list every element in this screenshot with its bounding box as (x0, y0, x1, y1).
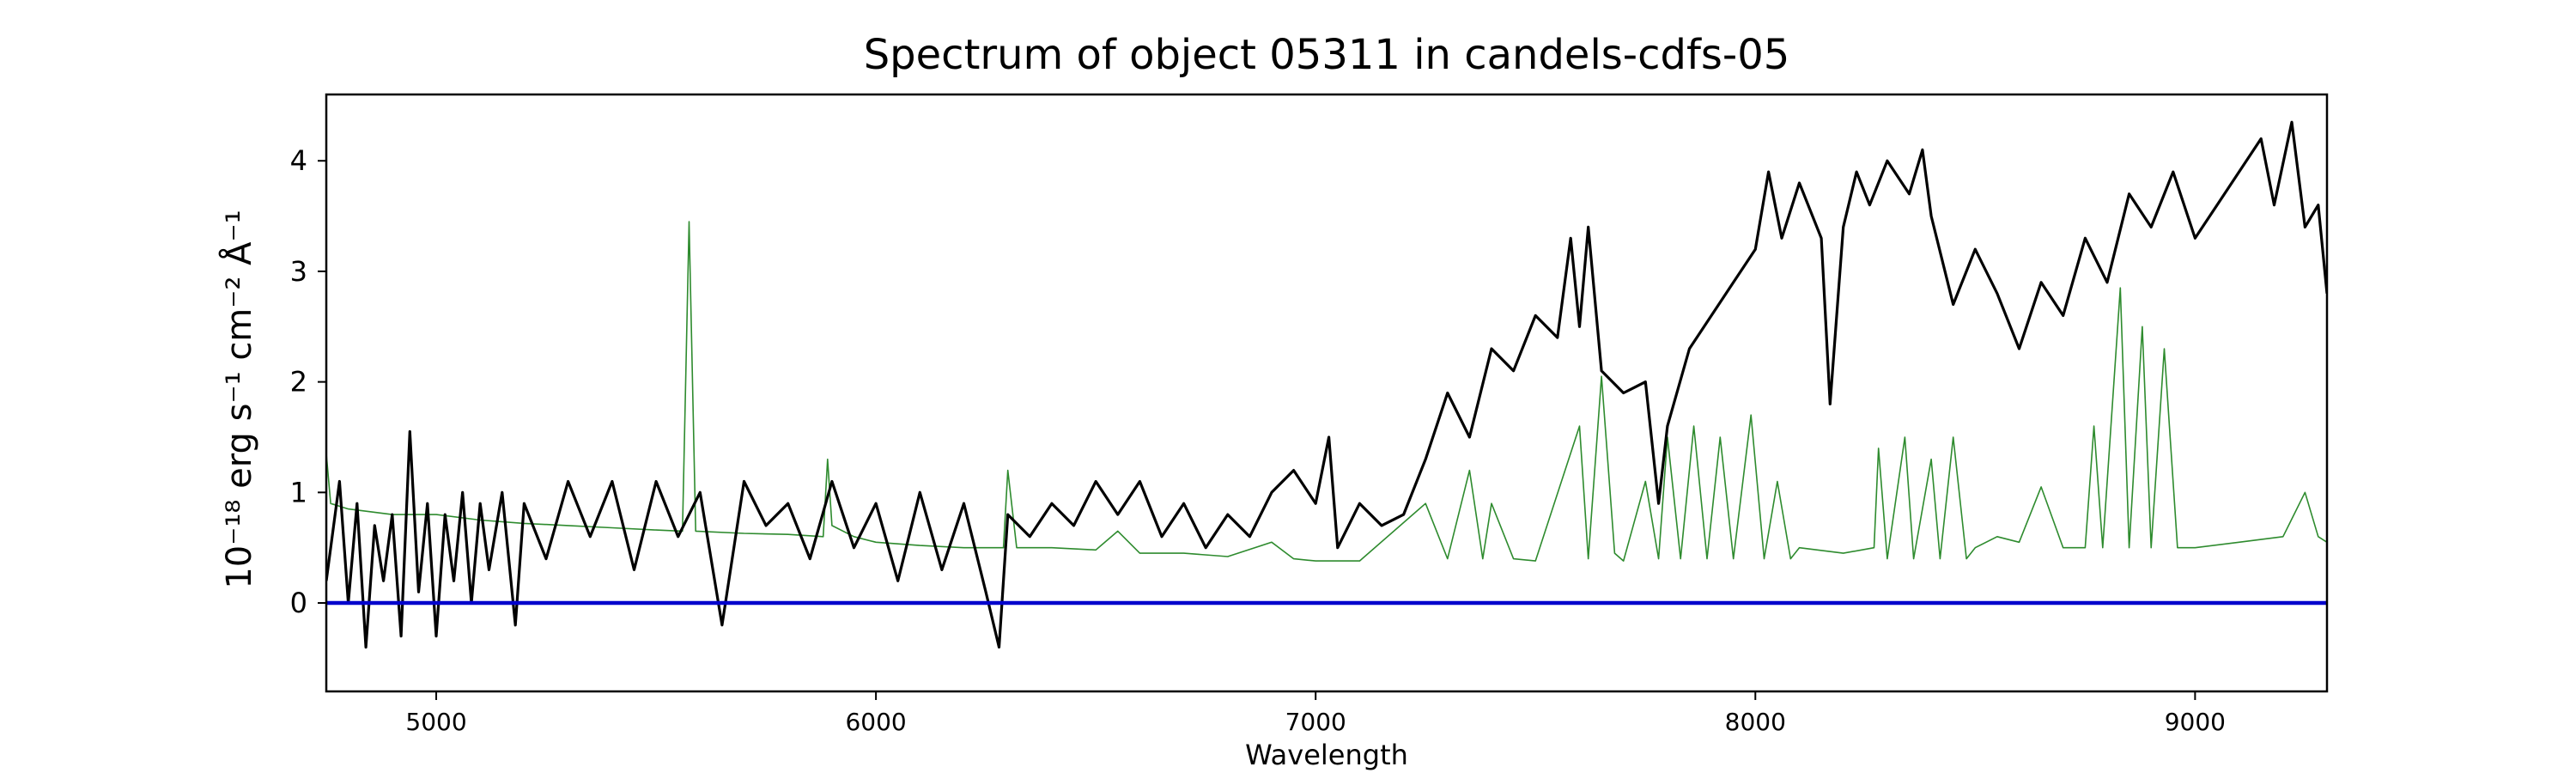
y-tick-label: 0 (290, 587, 307, 619)
model-spectrum-line (326, 221, 2327, 562)
y-tick-label: 3 (290, 255, 307, 288)
x-tick-label: 5000 (405, 708, 466, 736)
y-tick-label: 4 (290, 144, 307, 177)
y-tick-label: 1 (290, 476, 307, 508)
y-axis-label: 10⁻¹⁸ erg s⁻¹ cm⁻² Å⁻¹ (218, 210, 259, 588)
x-tick-label: 8000 (1725, 708, 1786, 736)
plot-frame (325, 93, 2329, 693)
x-tick-label: 7000 (1285, 708, 1346, 736)
axes: 5000 6000 7000 8000 9000 0 1 2 3 4 (290, 93, 2329, 736)
x-tick-label: 9000 (2165, 708, 2226, 736)
plot-area (326, 120, 2327, 649)
x-axis-label: Wavelength (1245, 739, 1408, 771)
y-tick-label: 2 (290, 366, 307, 399)
chart-title: Spectrum of object 05311 in candels-cdfs… (864, 31, 1790, 79)
flux-spectrum-line (326, 120, 2327, 649)
x-tick-label: 6000 (845, 708, 906, 736)
